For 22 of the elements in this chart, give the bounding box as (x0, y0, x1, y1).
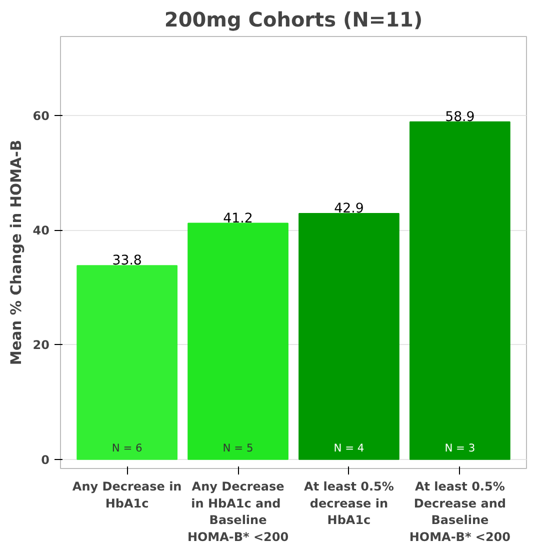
bar (298, 213, 400, 460)
x-tick-label: At least 0.5% decrease in HbA1c (304, 480, 394, 528)
data-label: 33.8 (112, 254, 142, 269)
data-label: 58.9 (445, 110, 475, 125)
bar (76, 265, 178, 460)
annotation: N = 5 (222, 441, 254, 454)
x-tick-label: At least 0.5% Decrease and Baseline HOMA-B* <200 (409, 480, 511, 544)
bar (188, 222, 288, 460)
data-label: 42.9 (334, 202, 364, 217)
x-tick-label: Any Decrease in HbA1c (72, 480, 182, 510)
y-tick-label: 40 (32, 224, 50, 238)
annotation: N = 4 (334, 441, 364, 454)
x-tick-label: Any Decrease in HbA1c and Baseline HOMA-B* <200 (187, 480, 289, 544)
chart-title: 200mg Cohorts (N=11) (164, 8, 423, 32)
y-tick-label: 0 (41, 452, 50, 467)
bar (410, 121, 510, 460)
y-tick-label: 20 (32, 338, 50, 352)
y-axis-title: Mean % Change in HOMA-B (8, 140, 25, 366)
annotation: N = 6 (112, 441, 143, 454)
annotation: N = 3 (444, 441, 476, 454)
data-label: 41.2 (223, 211, 253, 226)
y-tick-label: 60 (32, 109, 50, 124)
